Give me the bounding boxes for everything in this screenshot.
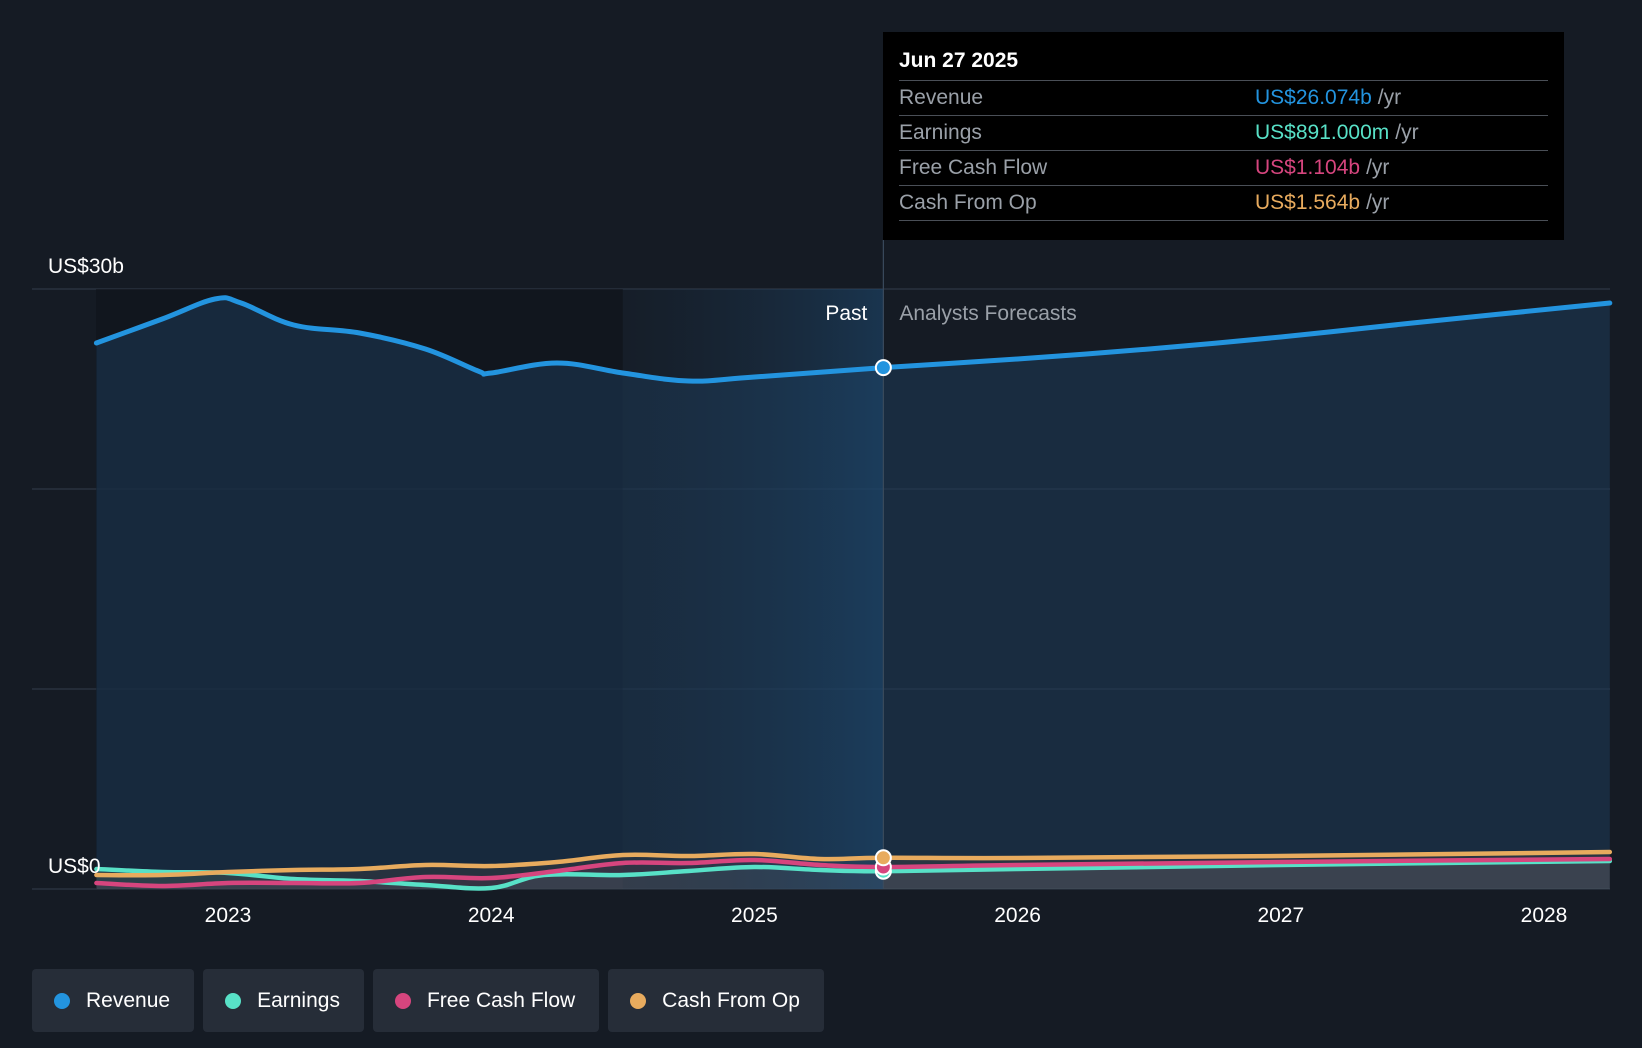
- tooltip-row-earnings: Earnings US$891.000m /yr: [899, 116, 1548, 151]
- current-point-marker: [874, 359, 892, 377]
- tooltip-value: US$26.074b: [1255, 86, 1372, 109]
- legend-label: Revenue: [86, 988, 171, 1012]
- series-line-free-cash-flow: [94, 856, 1613, 889]
- legend-label: Earnings: [257, 988, 340, 1012]
- series-line-revenue: [93, 295, 1613, 384]
- legend-dot-icon: [225, 992, 242, 1009]
- current-markers: [874, 359, 892, 880]
- past-highlight-band: [622, 289, 884, 889]
- tooltip-unit: /yr: [1395, 121, 1419, 144]
- series-lines: [93, 295, 1613, 891]
- x-tick-label: 2028: [1521, 904, 1568, 927]
- tooltip-unit: /yr: [1366, 191, 1390, 214]
- legend-dot-icon: [54, 992, 70, 1009]
- legend-item-cash-from-op[interactable]: Cash From Op: [608, 969, 824, 1032]
- x-tick-label: 2026: [994, 904, 1041, 927]
- tooltip-name: Cash From Op: [899, 191, 1037, 214]
- series-line-earnings: [94, 858, 1613, 891]
- tooltip-row-free-cash-flow: Free Cash Flow US$1.104b /yr: [899, 151, 1548, 186]
- tooltip-name: Free Cash Flow: [899, 156, 1048, 179]
- y-axis-top-label: US$30b: [48, 255, 124, 278]
- y-axis-bottom-label: US$0: [48, 855, 101, 878]
- legend-label: Free Cash Flow: [426, 988, 576, 1012]
- legend-dot-icon: [630, 992, 647, 1009]
- tooltip: Jun 27 2025 Revenue US$26.074b /yr Earni…: [883, 32, 1564, 240]
- forecast-label: Analysts Forecasts: [899, 302, 1076, 325]
- legend-dot-icon: [394, 992, 411, 1009]
- x-tick-label: 2025: [731, 904, 778, 927]
- tooltip-value: US$1.564b: [1255, 191, 1361, 214]
- current-point-marker: [874, 849, 892, 867]
- tooltip-name: Revenue: [899, 86, 984, 109]
- legend: Revenue Earnings Free Cash Flow Cash Fro…: [32, 969, 824, 1032]
- past-highlight: [622, 240, 884, 889]
- axis-labels: US$30b US$0 2023 2024 2025 2026 2027 2028 Past An…: [48, 255, 1567, 927]
- legend-item-earnings[interactable]: Earnings: [203, 969, 364, 1032]
- tooltip-value: US$891.000m: [1255, 121, 1390, 144]
- x-tick-label: 2027: [1257, 904, 1304, 927]
- tooltip-row-revenue: Revenue US$26.074b /yr: [899, 81, 1548, 116]
- tooltip-unit: /yr: [1377, 86, 1402, 109]
- tooltip-value: US$1.104b: [1255, 156, 1361, 179]
- past-label: Past: [825, 302, 867, 325]
- tooltip-name: Earnings: [899, 121, 982, 144]
- legend-label: Cash From Op: [662, 988, 800, 1012]
- x-tick-label: 2024: [468, 904, 515, 927]
- series-line-cash-from-op: [94, 849, 1613, 878]
- tooltip-date: Jun 27 2025: [899, 46, 1548, 81]
- legend-item-revenue[interactable]: Revenue: [32, 969, 195, 1032]
- legend-item-free-cash-flow[interactable]: Free Cash Flow: [372, 969, 600, 1032]
- tooltip-row-cash-from-op: Cash From Op US$1.564b /yr: [899, 186, 1548, 221]
- x-tick-label: 2023: [205, 904, 252, 927]
- tooltip-unit: /yr: [1366, 156, 1390, 179]
